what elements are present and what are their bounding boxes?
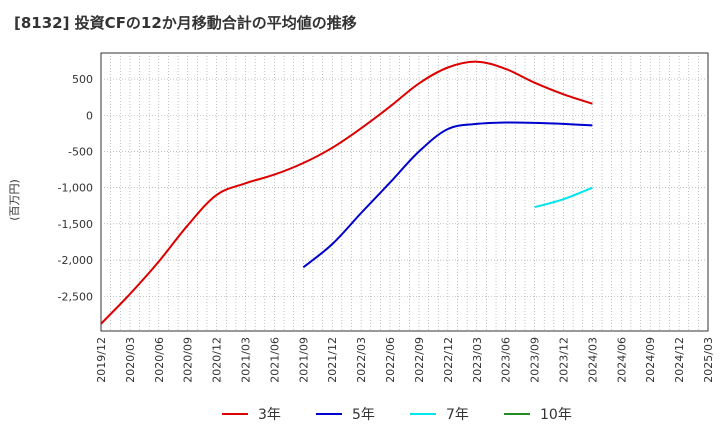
legend-swatch [504, 413, 530, 415]
x-tick-label: 2020/12 [211, 337, 224, 383]
x-tick-label: 2020/06 [153, 337, 166, 383]
legend-swatch [410, 413, 436, 415]
x-tick-label: 2022/03 [355, 337, 368, 383]
x-tick-label: 2023/03 [471, 337, 484, 383]
legend-swatch [316, 413, 342, 415]
series-line-7年 [534, 186, 593, 209]
plot-area [100, 52, 709, 332]
x-tick-label: 2023/06 [500, 337, 513, 383]
x-tick-label: 2024/09 [644, 337, 657, 383]
series-line-3年 [100, 60, 593, 325]
legend-item: 3年 [222, 402, 281, 426]
x-tick-label: 2022/06 [384, 337, 397, 383]
legend: 3年 5年 7年 10年 [0, 402, 720, 426]
y-tick-label: 0 [86, 109, 93, 122]
y-tick-label: 500 [72, 73, 93, 86]
series-line-5年 [302, 121, 593, 269]
legend-item: 7年 [410, 402, 469, 426]
y-tick-label: -2,000 [58, 254, 93, 267]
legend-item: 10年 [504, 402, 572, 426]
legend-label: 7年 [446, 407, 469, 423]
x-tick-label: 2021/09 [297, 337, 310, 383]
y-tick-label: -500 [68, 145, 93, 158]
x-tick-label: 2019/12 [95, 337, 108, 383]
legend-label: 5年 [352, 407, 375, 423]
x-tick-label: 2022/12 [442, 337, 455, 383]
chart-title: [8132] 投資CFの12か月移動合計の平均値の推移 [14, 14, 357, 32]
x-tick-label: 2024/12 [673, 337, 686, 383]
x-tick-label: 2020/09 [182, 337, 195, 383]
y-tick-label: -1,500 [58, 218, 93, 231]
y-axis-label: (百万円) [8, 179, 21, 221]
x-tick-label: 2021/12 [326, 337, 339, 383]
x-tick-label: 2024/03 [586, 337, 599, 383]
y-tick-label: -1,000 [58, 182, 93, 195]
x-tick-label: 2020/03 [124, 337, 137, 383]
x-tick-label: 2022/09 [413, 337, 426, 383]
legend-item: 5年 [316, 402, 375, 426]
x-tick-label: 2023/09 [529, 337, 542, 383]
legend-label: 10年 [540, 407, 572, 423]
x-tick-label: 2024/06 [615, 337, 628, 383]
x-tick-label: 2025/03 [702, 337, 715, 383]
legend-label: 3年 [258, 407, 281, 423]
x-tick-label: 2021/06 [268, 337, 281, 383]
x-tick-label: 2021/03 [240, 337, 253, 383]
legend-swatch [222, 413, 248, 415]
y-tick-label: -2,500 [58, 290, 93, 303]
x-tick-label: 2023/12 [557, 337, 570, 383]
